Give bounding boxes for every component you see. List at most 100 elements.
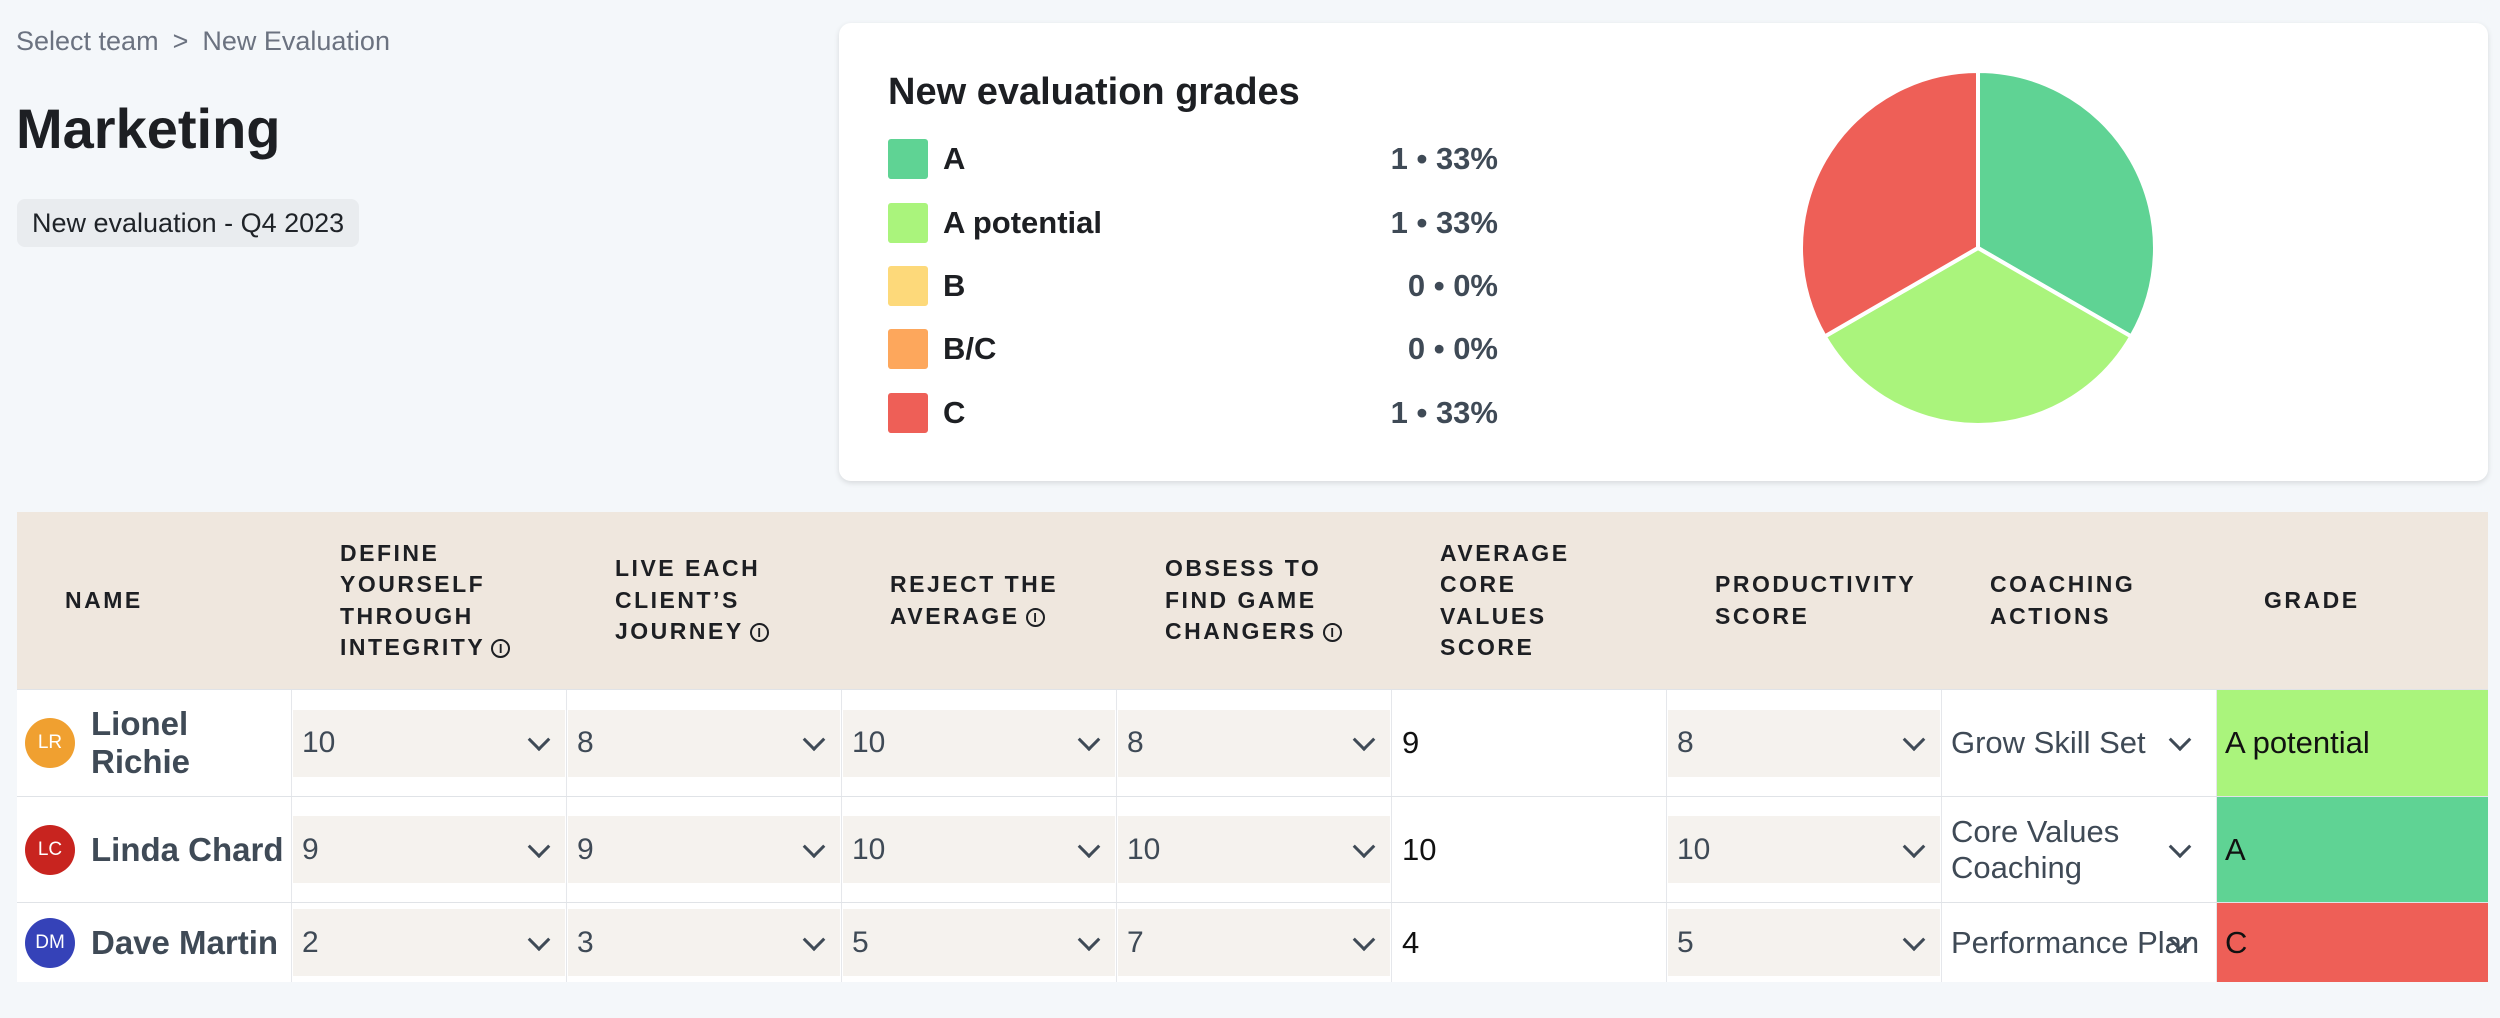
game-changers-cell: 7 <box>1117 903 1392 982</box>
header-text: YOURSELF <box>340 571 486 597</box>
header-text: SCORE <box>1715 602 1810 629</box>
person-name[interactable]: Dave Martin <box>91 923 279 961</box>
productivity-select[interactable]: 8 <box>1668 709 1940 777</box>
table-row: LR Lionel Richie 10 8 10 8 9 8 Grow Skill… <box>17 689 2488 796</box>
pie-slice-c <box>1799 68 1980 340</box>
grades-card: New evaluation grades A 1 • 33% A potent… <box>839 23 2488 481</box>
chevron-down-icon <box>1077 834 1101 858</box>
avg-core-score: 10 <box>1392 797 1667 902</box>
grade-cell: A potential <box>2217 690 2488 796</box>
header-text: VALUES <box>1440 602 1547 629</box>
header-text: CORE <box>1440 571 1517 597</box>
chevron-down-icon <box>1902 834 1926 858</box>
select-value: 5 <box>1677 925 1694 959</box>
header-text: JOURNEY <box>615 618 744 645</box>
breadcrumb-select-team-link[interactable]: Select team <box>16 26 159 56</box>
info-icon[interactable]: i <box>491 639 511 658</box>
journey-select[interactable]: 9 <box>568 816 840 883</box>
avatar: DM <box>25 917 75 968</box>
productivity-select[interactable]: 10 <box>1668 816 1940 883</box>
chevron-down-icon <box>2168 728 2192 752</box>
coaching-line: Grow Skill Set <box>1951 725 2146 760</box>
legend-label: A <box>943 141 966 176</box>
select-value: 8 <box>1127 726 1144 759</box>
header-text: OBSESS TO <box>1165 555 1322 582</box>
game-changers-cell: 10 <box>1117 797 1392 902</box>
game-changers-select[interactable]: 8 <box>1118 709 1390 777</box>
select-value: 10 <box>852 726 886 759</box>
header-text: ACTIONS <box>1990 602 2111 629</box>
avatar: LC <box>25 824 75 875</box>
header-text: SCORE <box>1440 634 1535 660</box>
name-cell: LC Linda Chard <box>17 797 292 902</box>
header-journey: LIVE EACH CLIENT’S JOURNEY i <box>567 512 842 689</box>
grades-pie-chart <box>1799 68 2157 427</box>
integrity-select[interactable]: 9 <box>293 816 565 883</box>
person-name[interactable]: Lionel Richie <box>91 705 190 781</box>
header-text: CLIENT’S <box>615 586 740 613</box>
info-icon[interactable]: i <box>749 623 769 643</box>
productivity-cell: 10 <box>1667 797 1942 902</box>
info-icon[interactable]: i <box>1025 607 1045 627</box>
breadcrumb-current: New Evaluation <box>202 26 390 56</box>
chevron-down-icon <box>1902 728 1926 752</box>
average-select[interactable]: 10 <box>843 709 1115 777</box>
header-coaching: COACHING ACTIONS <box>1942 512 2217 689</box>
header-text: AVERAGE <box>1440 539 1570 566</box>
legend-swatch <box>888 203 928 243</box>
header-integrity: DEFINE YOURSELF THROUGH INTEGRITY i <box>292 512 567 689</box>
avg-core-score: 4 <box>1392 903 1667 982</box>
game-changers-select[interactable]: 10 <box>1118 816 1390 883</box>
avg-core-score: 9 <box>1392 690 1667 796</box>
average-cell: 10 <box>842 797 1117 902</box>
breadcrumb-separator: > <box>172 26 189 56</box>
table-row: DM Dave Martin 2 3 5 7 4 5 Performance P… <box>17 902 2488 982</box>
table-header: NAME DEFINE YOURSELF THROUGH INTEGRITY i LIV… <box>17 512 2488 689</box>
chevron-down-icon <box>2168 834 2192 858</box>
chevron-down-icon <box>527 728 551 752</box>
legend-label: B/C <box>943 331 997 366</box>
average-select[interactable]: 10 <box>843 816 1115 883</box>
name-cell: DM Dave Martin <box>17 903 292 982</box>
select-value: 9 <box>577 832 594 866</box>
chevron-down-icon <box>1077 728 1101 752</box>
select-value: 9 <box>302 832 319 866</box>
coaching-select[interactable]: Performance Plan <box>1942 903 2217 982</box>
select-value: 8 <box>1677 726 1694 759</box>
productivity-cell: 8 <box>1667 690 1942 796</box>
journey-cell: 3 <box>567 903 842 982</box>
header-game-changers: OBSESS TO FIND GAME CHANGERS i <box>1117 512 1392 689</box>
legend-stat: 1 • 33% <box>1390 205 1498 240</box>
legend-swatch <box>888 139 928 179</box>
name-cell: LR Lionel Richie <box>17 690 292 796</box>
header-text: COACHING <box>1990 571 2136 597</box>
select-value: 2 <box>302 925 319 959</box>
pie-slice-a <box>1976 68 2157 340</box>
header-name: NAME <box>17 512 292 689</box>
header-text: REJECT THE <box>890 571 1059 597</box>
legend-item-bc: B/C 0 • 0% <box>888 329 1498 369</box>
grade-cell: C <box>2217 903 2488 982</box>
header-average: REJECT THE AVERAGE i <box>842 512 1117 689</box>
average-select[interactable]: 5 <box>843 909 1115 976</box>
header-productivity: PRODUCTIVITY SCORE <box>1667 512 1942 689</box>
chevron-down-icon <box>1352 834 1376 858</box>
page-title: Marketing <box>16 97 281 160</box>
legend-stat: 1 • 33% <box>1390 395 1498 430</box>
integrity-select[interactable]: 10 <box>293 709 565 777</box>
coaching-select[interactable]: Grow Skill Set <box>1942 690 2217 796</box>
integrity-select[interactable]: 2 <box>293 909 565 976</box>
coaching-select[interactable]: Core Values Coaching <box>1942 797 2217 902</box>
journey-select[interactable]: 3 <box>568 909 840 976</box>
legend-label: A potential <box>943 205 1103 240</box>
legend-stat: 0 • 0% <box>1407 268 1498 303</box>
game-changers-select[interactable]: 7 <box>1118 909 1390 976</box>
legend-swatch <box>888 393 928 433</box>
info-icon[interactable]: i <box>1322 623 1342 643</box>
evaluation-table: NAME DEFINE YOURSELF THROUGH INTEGRITY i LIV… <box>17 512 2488 982</box>
chevron-down-icon <box>802 927 826 951</box>
productivity-select[interactable]: 5 <box>1668 909 1940 976</box>
productivity-cell: 5 <box>1667 903 1942 982</box>
journey-select[interactable]: 8 <box>568 709 840 777</box>
person-name[interactable]: Linda Chard <box>91 830 284 868</box>
